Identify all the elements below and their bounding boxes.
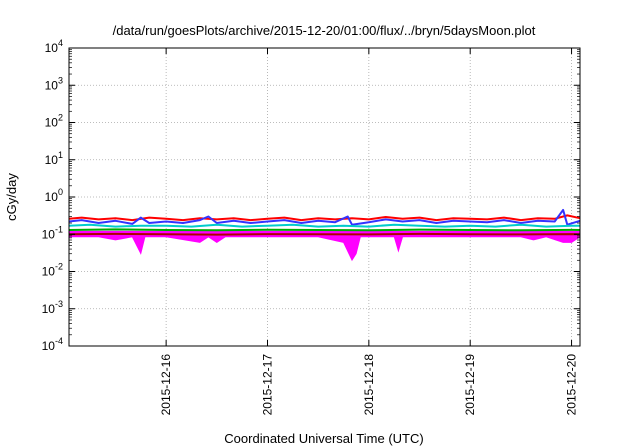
y-tick-label: 10-4 — [42, 336, 63, 353]
data-band — [68, 230, 581, 262]
y-tick-label: 101 — [45, 150, 63, 167]
x-axis-label: Coordinated Universal Time (UTC) — [224, 431, 423, 446]
y-tick-base: 10 — [42, 302, 56, 316]
y-tick-label: 10-1 — [42, 224, 63, 241]
series-line — [68, 228, 581, 232]
y-tick-exponent: 3 — [58, 75, 63, 85]
x-tick-label: 2015-12-20 — [565, 354, 579, 416]
y-tick-base: 10 — [42, 339, 56, 353]
y-tick-exponent: 2 — [58, 113, 63, 123]
data-series — [68, 208, 581, 236]
x-axis-ticks: 2015-12-16 2015-12-17 2015-12-18 2015-12-19… — [159, 48, 579, 416]
y-tick-label: 102 — [45, 113, 63, 130]
x-tick-label: 2015-12-17 — [260, 354, 274, 416]
y-tick-base: 10 — [45, 78, 59, 92]
y-tick-exponent: -3 — [55, 299, 63, 309]
x-tick-label: 2015-12-18 — [362, 354, 376, 416]
series-line — [68, 214, 581, 222]
y-tick-label: 104 — [45, 38, 63, 55]
y-tick-label: 10-3 — [42, 299, 63, 316]
y-tick-exponent: 0 — [58, 187, 63, 197]
x-tick-label: 2015-12-19 — [463, 354, 477, 416]
y-tick-exponent: 1 — [58, 150, 63, 160]
y-tick-base: 10 — [42, 265, 56, 279]
y-tick-base: 10 — [45, 116, 59, 130]
x-tick-label: 2015-12-16 — [159, 354, 173, 416]
y-tick-exponent: -4 — [55, 336, 63, 346]
y-tick-label: 10-2 — [42, 262, 63, 279]
y-axis-label: cGy/day — [4, 173, 19, 221]
y-tick-base: 10 — [42, 227, 56, 241]
series-line — [68, 223, 580, 228]
grid — [69, 48, 580, 346]
y-tick-exponent: -1 — [55, 224, 63, 234]
y-tick-label: 100 — [45, 187, 63, 204]
y-tick-base: 10 — [45, 190, 59, 204]
y-tick-exponent: -2 — [55, 262, 63, 272]
series-line — [68, 232, 581, 236]
y-tick-label: 103 — [45, 75, 63, 92]
chart-title: /data/run/goesPlots/archive/2015-12-20/0… — [113, 23, 536, 38]
series-line — [68, 208, 581, 226]
y-tick-exponent: 4 — [58, 38, 63, 48]
y-tick-base: 10 — [45, 153, 59, 167]
band-area — [68, 230, 581, 262]
y-tick-base: 10 — [45, 41, 59, 55]
